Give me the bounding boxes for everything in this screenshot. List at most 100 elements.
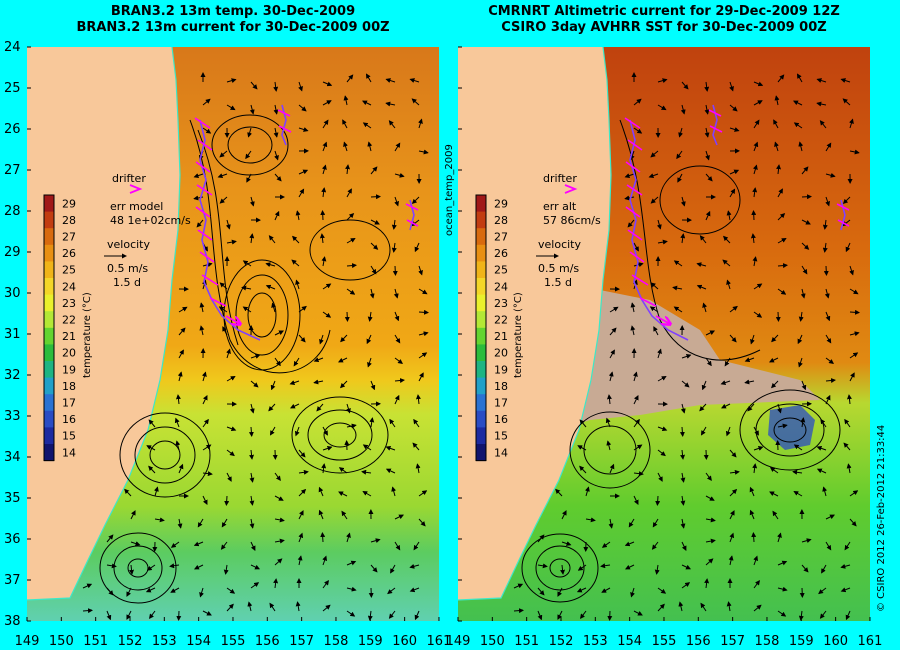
- current-arrow: [346, 288, 356, 295]
- current-arrow: [555, 488, 563, 497]
- current-arrow: [753, 81, 764, 87]
- current-arrow: [274, 173, 282, 182]
- current-arrow: [291, 259, 300, 267]
- colorbar-tick-label: 28: [494, 214, 508, 227]
- current-arrow: [393, 288, 399, 299]
- current-arrow: [391, 486, 397, 497]
- current-arrow: [269, 602, 276, 612]
- current-arrow: [289, 380, 300, 385]
- current-arrow: [321, 463, 327, 474]
- current-arrow: [217, 173, 228, 179]
- current-arrow: [753, 426, 759, 436]
- current-arrow: [265, 262, 276, 268]
- current-arrow: [561, 510, 567, 520]
- current-arrow: [680, 495, 686, 506]
- colorbar-tick-label: 14: [62, 446, 76, 459]
- current-arrow: [414, 610, 420, 621]
- current-arrow: [344, 311, 350, 322]
- right-drifter-tracks: [624, 104, 850, 341]
- current-arrow: [777, 532, 782, 543]
- current-arrow: [840, 78, 851, 83]
- current-arrow: [729, 488, 738, 497]
- current-arrow: [367, 311, 373, 322]
- current-arrow: [657, 376, 667, 382]
- current-arrow: [298, 532, 304, 543]
- left-drifter-tracks: [194, 104, 419, 341]
- current-arrow: [126, 587, 132, 597]
- current-arrow: [415, 463, 421, 474]
- current-arrow: [418, 118, 423, 129]
- current-arrow: [219, 196, 228, 204]
- colorbar-tick-label: 27: [62, 231, 76, 244]
- current-arrow: [224, 495, 230, 506]
- left-title-line1: BRAN3.2 13m temp. 30-Dec-2009: [110, 4, 356, 19]
- current-arrow: [273, 578, 279, 589]
- lat-tick-label: 28: [4, 204, 21, 219]
- current-arrow: [776, 164, 782, 175]
- lon-tick-label: 158: [324, 634, 349, 649]
- current-arrow: [705, 517, 716, 523]
- current-arrow: [609, 349, 615, 359]
- current-arrow: [720, 403, 731, 409]
- current-arrow: [394, 311, 400, 322]
- current-arrow: [729, 305, 738, 313]
- current-arrow: [369, 417, 375, 428]
- current-arrow: [298, 188, 305, 198]
- current-arrow: [723, 235, 731, 244]
- current-arrow: [609, 327, 617, 336]
- current-arrow: [624, 173, 635, 178]
- current-arrow: [825, 311, 831, 322]
- current-arrow: [633, 395, 639, 405]
- current-arrow: [699, 403, 707, 412]
- colorbar-swatch: [44, 278, 54, 296]
- current-arrow: [126, 610, 132, 620]
- current-arrow: [650, 196, 659, 204]
- lat-tick-label: 30: [4, 286, 21, 301]
- current-arrow: [362, 491, 372, 497]
- current-arrow: [362, 122, 372, 129]
- current-arrow: [249, 196, 255, 207]
- current-arrow: [202, 610, 212, 616]
- lon-tick-label: 154: [617, 634, 642, 649]
- current-arrow: [146, 564, 156, 571]
- current-arrow: [768, 357, 779, 363]
- current-arrow: [704, 81, 710, 92]
- current-arrow: [800, 288, 806, 299]
- current-arrow: [537, 610, 543, 621]
- current-arrow: [322, 426, 328, 436]
- current-arrow: [648, 173, 659, 179]
- right-title-line1: CMRNRT Altimetric current for 29-Dec-200…: [488, 4, 840, 19]
- current-arrow: [633, 242, 639, 252]
- current-arrow: [346, 586, 357, 592]
- current-arrow: [819, 610, 827, 619]
- current-arrow: [561, 541, 572, 546]
- current-arrow: [801, 380, 807, 391]
- current-arrow: [343, 95, 349, 106]
- right-colorbar: 29 28 27 26 25 24 23 22 21 20 19 18 17 16 15 14: [475, 194, 508, 462]
- current-arrow: [849, 149, 860, 155]
- current-arrow: [370, 242, 379, 250]
- lat-tick-label: 27: [4, 163, 21, 178]
- current-arrow: [385, 101, 396, 107]
- current-arrow: [249, 518, 255, 529]
- current-arrow: [653, 326, 659, 336]
- current-arrow: [728, 555, 734, 566]
- credit-label: © CSIRO 2012 26-Feb-2012 21:33:44: [876, 424, 887, 612]
- right-title-line2: CSIRO 3day AVHRR SST for 30-Dec-2009 00Z: [501, 20, 827, 35]
- current-arrow: [777, 403, 782, 414]
- current-arrow: [849, 309, 860, 315]
- current-arrow: [298, 305, 307, 313]
- current-arrow: [226, 426, 237, 432]
- current-arrow: [705, 330, 715, 336]
- current-arrow: [370, 538, 381, 544]
- current-arrow: [148, 465, 156, 474]
- current-arrow: [576, 587, 587, 593]
- current-arrow: [366, 73, 372, 83]
- current-arrow: [681, 541, 687, 552]
- current-arrow: [677, 173, 683, 183]
- current-arrow: [680, 472, 686, 483]
- current-arrow: [608, 371, 614, 382]
- current-arrow: [678, 601, 684, 612]
- current-arrow: [124, 488, 132, 497]
